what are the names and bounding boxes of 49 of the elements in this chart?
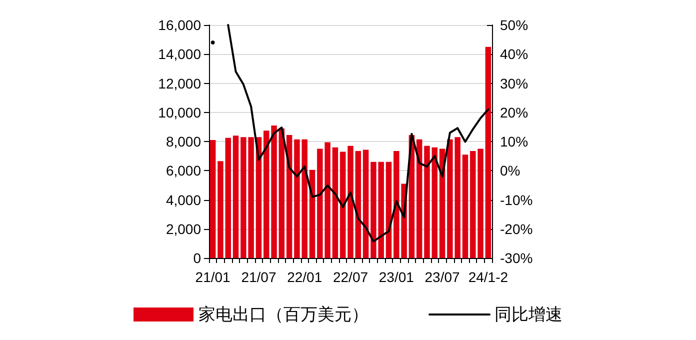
bar [386,162,392,258]
bar [362,150,369,258]
bar [218,161,224,258]
y-tick-label: 16,000 [158,17,202,33]
y2-tick-label: 50% [500,17,528,33]
bar [263,130,270,258]
y-tick-label: 14,000 [158,46,202,62]
bar [478,148,484,258]
x-tick-label: 24/1-2 [468,269,508,285]
x-tick-label: 21/01 [195,269,231,285]
bar [278,128,285,258]
y2-tick-label: 0% [500,162,520,179]
bar [424,146,430,258]
y2-tick-label: -30% [500,250,533,266]
bar [340,152,346,258]
bar [232,136,239,258]
x-tick-label: 23/07 [424,269,460,285]
x-tick-label: 22/01 [287,269,322,285]
bar [470,150,476,258]
bar [462,154,468,258]
bar [225,138,231,258]
y-tick-label: 12,000 [158,75,202,92]
x-tick-label: 23/01 [378,269,414,285]
bar [286,134,292,258]
y2-tick-label: 10% [500,134,528,150]
y2-tick-label: 30% [500,75,528,92]
y2-tick-label: 40% [500,46,528,62]
y-tick-label: 4,000 [166,192,202,208]
y-tick-label: 10,000 [158,104,202,120]
bar [348,146,354,258]
bar [210,140,216,258]
y2-tick-label: -20% [500,220,533,237]
bar [485,46,492,258]
bar [416,139,422,258]
y2-tick-label: -10% [500,192,533,208]
x-tick-label: 22/07 [332,269,368,285]
legend-label: 家电出口（百万美元） [198,305,368,324]
bar [309,170,316,258]
x-tick-label: 21/07 [241,269,276,285]
bar [332,147,338,258]
y-tick-label: 2,000 [166,220,202,237]
legend-label: 同比增速 [494,305,562,324]
y-tick-label: 6,000 [166,162,202,179]
y-tick-label: 8,000 [166,134,202,150]
bar [432,147,438,258]
y2-tick-label: 20% [500,104,528,120]
bar [271,125,277,258]
bar [355,150,362,258]
y-tick-label: 0 [193,250,202,266]
